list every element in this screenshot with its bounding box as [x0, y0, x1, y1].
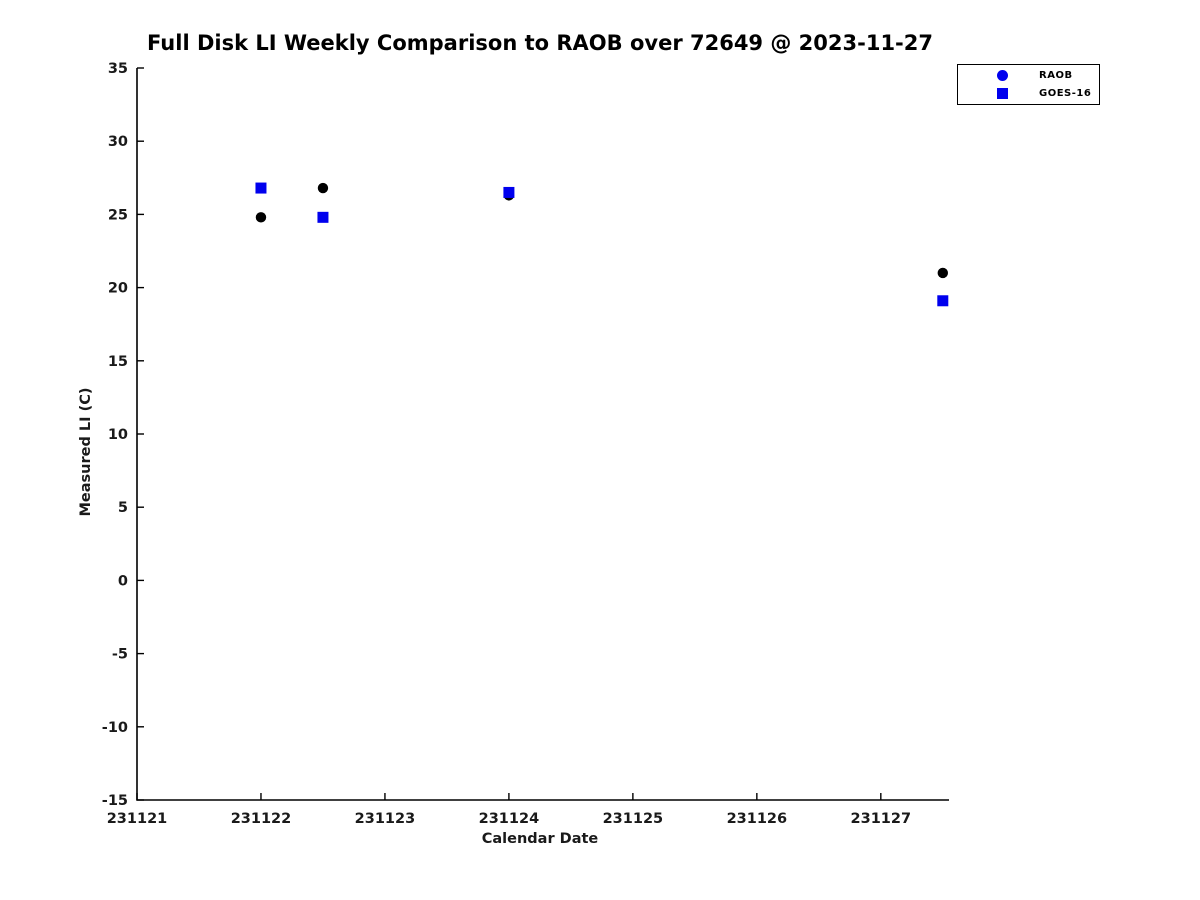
- data-point-raob: [937, 267, 949, 279]
- x-tick-label: 231122: [231, 811, 292, 827]
- x-tick-label: 231126: [727, 811, 788, 827]
- data-point-goes-16: [937, 295, 949, 307]
- data-point-goes-16: [255, 182, 267, 194]
- y-tick-label: 25: [108, 207, 128, 223]
- chart-title: Full Disk LI Weekly Comparison to RAOB o…: [146, 31, 934, 55]
- y-tick-label: 35: [108, 61, 128, 77]
- x-tick-label: 231127: [851, 811, 912, 827]
- legend-item-raob: RAOB: [958, 68, 1099, 83]
- data-point-raob: [317, 182, 329, 194]
- raob-circle-marker-icon: [997, 70, 1008, 81]
- x-axis-label: Calendar Date: [481, 831, 599, 847]
- y-tick-label: 20: [108, 281, 128, 297]
- y-tick-label: -10: [102, 720, 128, 736]
- y-tick-label: 5: [118, 500, 128, 516]
- y-tick-label: 30: [108, 134, 128, 150]
- y-tick-label: -15: [102, 793, 128, 809]
- legend-item-goes-16: GOES-16: [958, 86, 1099, 101]
- axis-spine: [136, 68, 949, 801]
- x-tick-label: 231123: [355, 811, 416, 827]
- y-axis-label: Measured LI (C): [78, 387, 94, 517]
- y-tick-label: 10: [108, 427, 128, 443]
- data-point-goes-16: [317, 211, 329, 223]
- goes-16-square-marker-icon: [997, 88, 1008, 99]
- legend: RAOB GOES-16: [957, 64, 1100, 105]
- data-point-raob: [255, 212, 267, 223]
- data-point-goes-16: [503, 186, 515, 198]
- y-tick-label: -5: [112, 647, 128, 663]
- legend-label-goes-16: GOES-16: [1039, 88, 1092, 99]
- x-tick-label: 231125: [603, 811, 664, 827]
- y-tick-label: 0: [118, 573, 128, 589]
- y-tick-label: 15: [108, 354, 128, 370]
- legend-label-raob: RAOB: [1039, 70, 1073, 81]
- x-tick-label: 231124: [479, 811, 540, 827]
- x-tick-label: 231121: [107, 811, 168, 827]
